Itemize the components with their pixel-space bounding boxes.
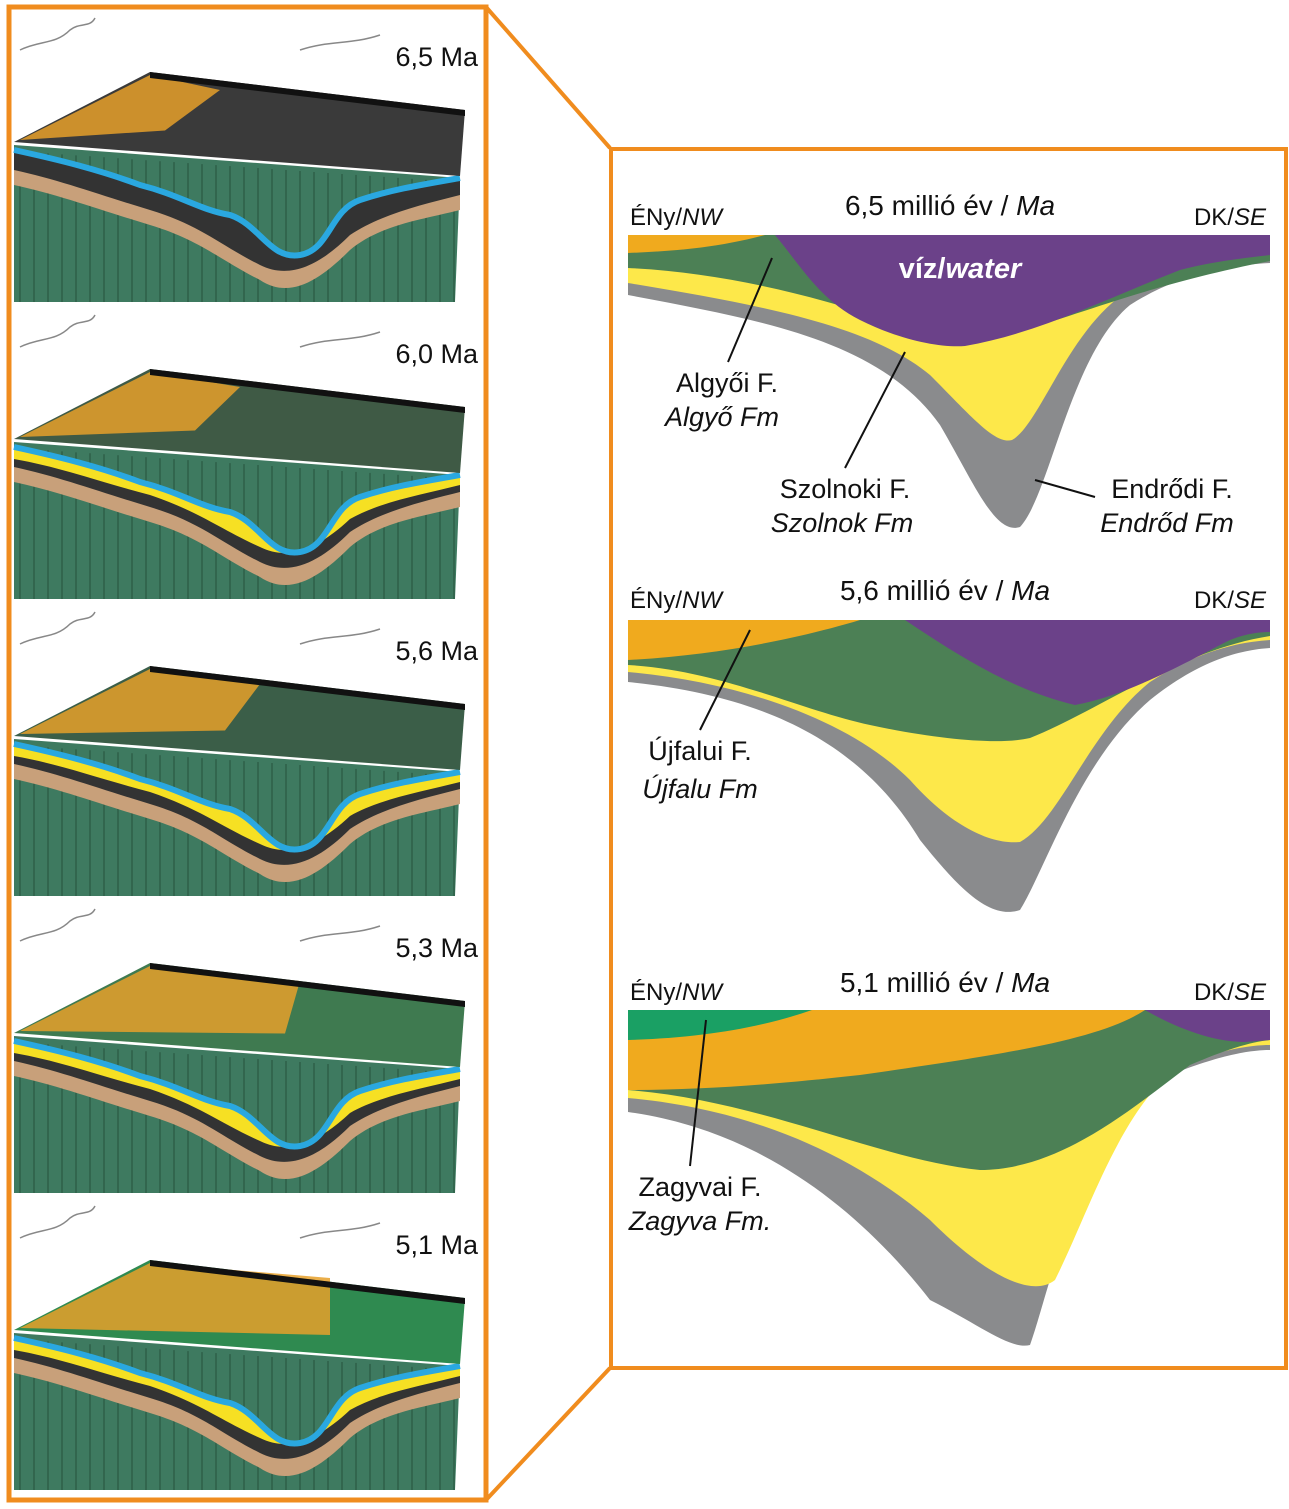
age-label: 6,5 Ma	[395, 42, 479, 72]
block-panel: 5,1 Ma	[13, 1205, 479, 1490]
coastline	[19, 611, 381, 645]
blue-line	[13, 1038, 461, 1150]
side-emphasis: SE	[1234, 587, 1267, 614]
section-title: 5,6 millió év / Ma	[840, 575, 1050, 606]
side-label: ÉNy/NW	[630, 979, 724, 1006]
side-text: ÉNy/	[630, 587, 682, 614]
cross-section	[628, 620, 1270, 912]
leader-line	[689, 1019, 707, 1167]
block-panel: 5,3 Ma	[13, 908, 479, 1193]
blue-line	[13, 741, 461, 853]
age-label: 5,6 Ma	[395, 636, 479, 666]
age-label: 6,0 Ma	[395, 339, 479, 369]
side-label: ÉNy/NW	[630, 204, 724, 231]
side-text: ÉNy/	[630, 204, 682, 231]
formation-name-en: Szolnok Fm	[771, 508, 914, 538]
side-emphasis: NW	[682, 979, 724, 1006]
side-emphasis: NW	[682, 204, 724, 231]
age-label: 5,3 Ma	[395, 933, 479, 963]
water-text: víz/	[899, 253, 946, 285]
formation-name: Zagyvai F.	[638, 1172, 761, 1202]
section-title: 6,5 millió év / Ma	[845, 190, 1055, 221]
water-emphasis: water	[945, 253, 1022, 285]
blue-line	[13, 444, 461, 556]
blue-line	[13, 147, 461, 259]
orange-patch	[20, 372, 240, 437]
title-emphasis: Ma	[1016, 190, 1055, 221]
back-edge	[150, 666, 465, 710]
orange-patch	[20, 966, 300, 1034]
formation-name: Újfalui F.	[648, 735, 752, 766]
back-edge	[150, 72, 465, 116]
connector	[484, 5, 612, 150]
coastline	[19, 908, 381, 942]
formation-name-en: Zagyva Fm.	[628, 1206, 772, 1236]
back-edge	[150, 1260, 465, 1304]
section-title: 5,1 millió év / Ma	[840, 967, 1050, 998]
back-edge	[150, 963, 465, 1007]
leader-line	[844, 351, 906, 469]
back-edge	[150, 369, 465, 413]
leader-line	[1034, 479, 1096, 498]
orange-patch	[20, 669, 260, 734]
block-panel: 6,0 Ma	[13, 314, 479, 599]
side-text: ÉNy/	[630, 979, 682, 1006]
side-emphasis: SE	[1234, 979, 1267, 1006]
side-text: DK/	[1194, 587, 1234, 614]
water-label: víz/water	[899, 253, 1023, 285]
cross-section	[628, 1010, 1270, 1346]
blue-line	[13, 1335, 461, 1447]
title-emphasis: Ma	[1011, 967, 1050, 998]
block-panel: 5,6 Ma	[13, 611, 479, 896]
side-emphasis: NW	[682, 587, 724, 614]
side-label: ÉNy/NW	[630, 587, 724, 614]
formation-name: Szolnoki F.	[780, 474, 911, 504]
leader-line	[699, 629, 751, 731]
orange-patch	[20, 1263, 330, 1335]
connector	[484, 1366, 612, 1502]
formation-name-en: Endrőd Fm	[1100, 508, 1234, 538]
title-text: 5,6 millió év /	[840, 575, 1011, 606]
title-emphasis: Ma	[1011, 575, 1050, 606]
frame-left	[6, 4, 489, 1503]
panel-column: 6,5 Ma 6,0 Ma 5,6 Ma 5,3 Ma 5,1 Ma	[13, 17, 479, 1490]
side-label: DK/SE	[1194, 979, 1267, 1006]
formation-name-en: Algyő Fm	[663, 402, 779, 432]
formation-name: Algyői F.	[676, 368, 778, 398]
coastline	[19, 17, 381, 51]
coastline	[19, 1205, 381, 1239]
cross-section	[628, 235, 1270, 528]
side-text: DK/	[1194, 204, 1234, 231]
title-text: 5,1 millió év /	[840, 967, 1011, 998]
formation-name-en: Újfalu Fm	[642, 773, 758, 804]
coastline	[19, 314, 381, 348]
side-text: DK/	[1194, 979, 1234, 1006]
formation-name: Endrődi F.	[1111, 474, 1233, 504]
age-label: 5,1 Ma	[395, 1230, 479, 1260]
leader-line	[727, 257, 773, 363]
side-emphasis: SE	[1234, 204, 1267, 231]
side-label: DK/SE	[1194, 204, 1267, 231]
orange-patch	[20, 75, 220, 140]
title-text: 6,5 millió év /	[845, 190, 1016, 221]
block-panel: 6,5 Ma	[13, 17, 479, 302]
side-label: DK/SE	[1194, 587, 1267, 614]
